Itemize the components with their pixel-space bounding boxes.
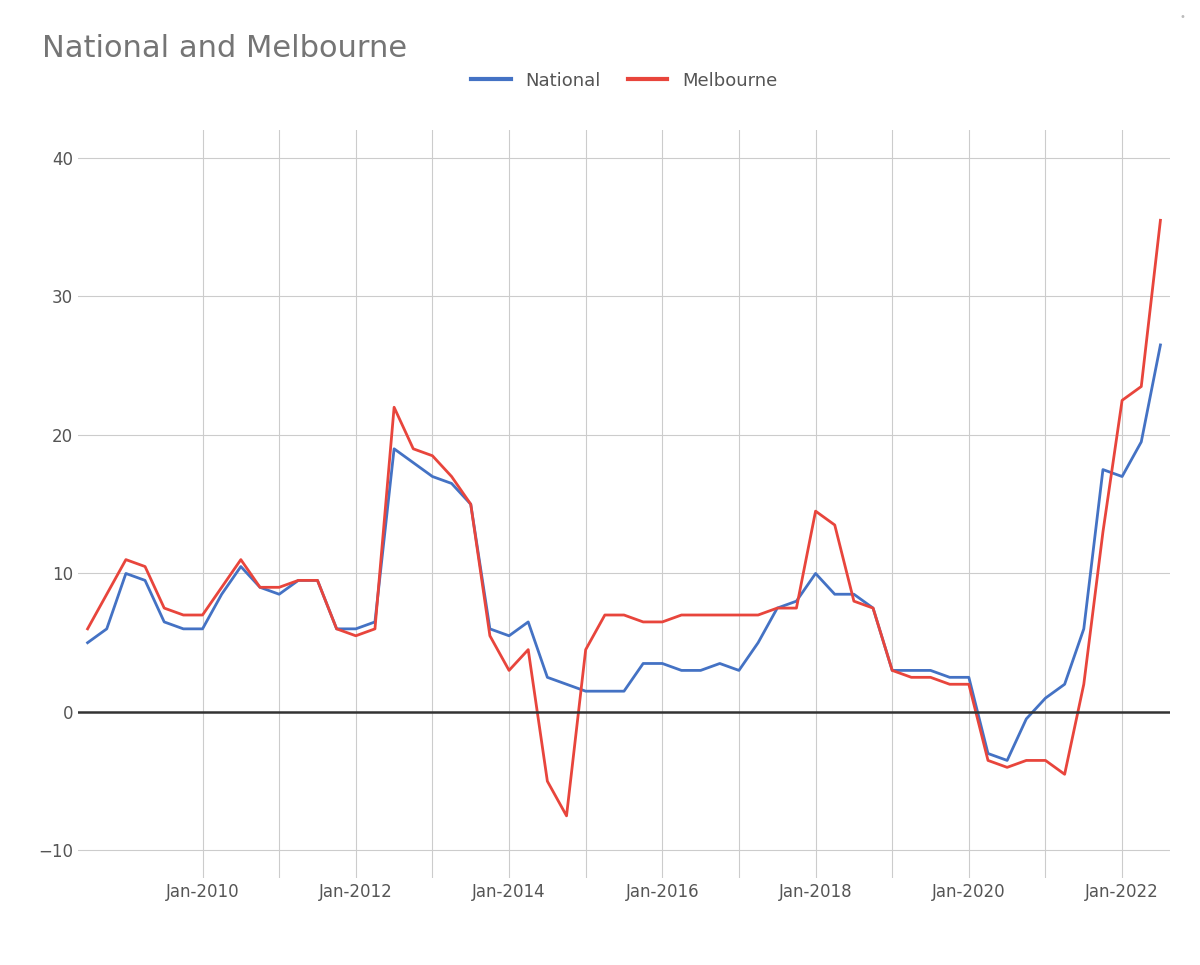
Legend: National, Melbourne: National, Melbourne (463, 65, 785, 96)
Text: National and Melbourne: National and Melbourne (42, 34, 407, 63)
Text: •: • (1180, 12, 1186, 21)
